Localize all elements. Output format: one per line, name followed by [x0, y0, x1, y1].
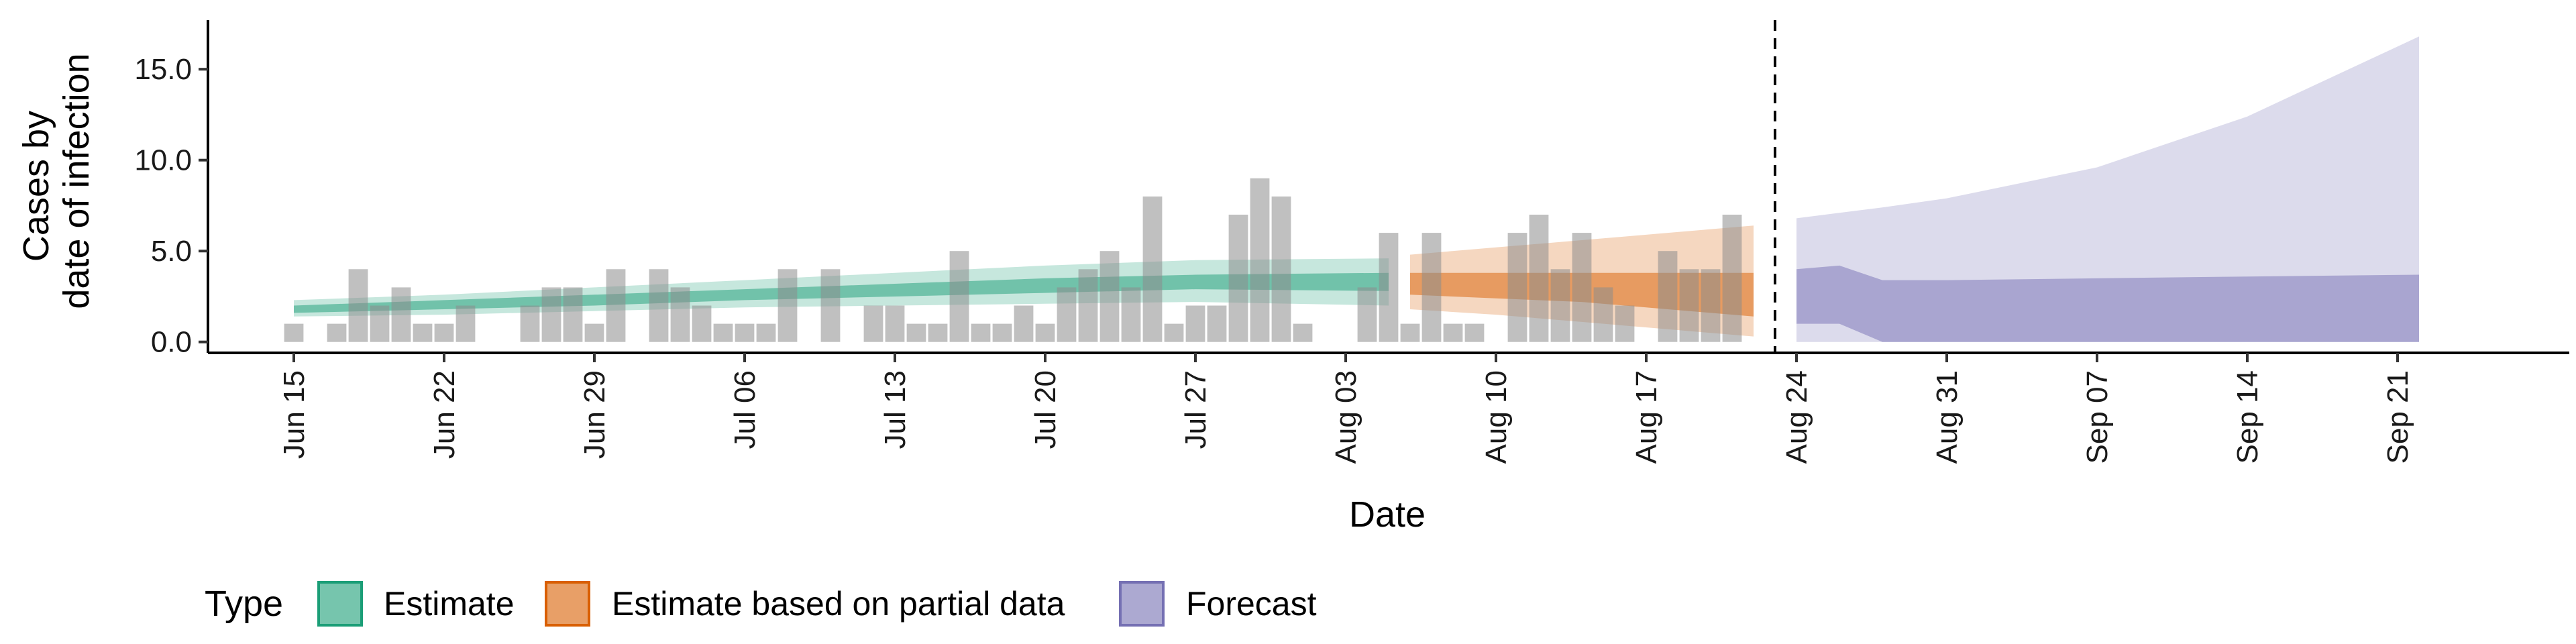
case-bar — [563, 287, 583, 342]
case-bar — [606, 269, 626, 342]
x-tick-label: Sep 14 — [2231, 370, 2264, 464]
x-tick-label: Jul 13 — [879, 370, 912, 449]
x-tick-label: Aug 10 — [1480, 370, 1513, 464]
legend: Type Estimate Estimate based on partial … — [205, 581, 1317, 627]
case-bar — [1379, 233, 1399, 342]
case-bar — [1164, 323, 1184, 342]
x-tick-label: Aug 31 — [1931, 370, 1964, 464]
case-bar — [541, 287, 561, 342]
case-bar — [327, 323, 347, 342]
case-bar — [1035, 323, 1055, 342]
case-bar — [1615, 305, 1635, 342]
y-tick-label: 5.0 — [151, 235, 192, 268]
x-tick-label: Jun 29 — [578, 370, 611, 459]
y-tick-label: 0.0 — [151, 326, 192, 359]
x-axis-title: Date — [1349, 494, 1426, 535]
case-bar — [820, 269, 841, 342]
band-outer-forecast — [1796, 36, 2419, 342]
legend-key-partial — [545, 581, 590, 627]
case-bar — [284, 323, 304, 342]
x-tick-label: Aug 17 — [1630, 370, 1663, 464]
case-bar — [1207, 305, 1227, 342]
case-bar — [713, 323, 733, 342]
case-bar — [1357, 287, 1377, 342]
case-bar — [1658, 251, 1678, 342]
case-bar — [1722, 215, 1742, 342]
case-bar — [434, 323, 454, 342]
y-axis-title-line-1: Cases by — [16, 111, 56, 262]
legend-title: Type — [205, 584, 283, 624]
case-bar — [1057, 287, 1077, 342]
case-bar — [1701, 269, 1721, 342]
case-bar — [885, 305, 905, 342]
case-bar — [1507, 233, 1527, 342]
axes — [207, 20, 2569, 354]
case-bar — [1593, 287, 1613, 342]
case-bar — [1293, 323, 1313, 342]
case-bar — [649, 269, 669, 342]
case-bar — [1250, 178, 1270, 342]
x-tick-label: Aug 03 — [1330, 370, 1362, 464]
x-tick-label: Aug 24 — [1780, 370, 1813, 464]
case-bar — [1443, 323, 1463, 342]
case-bar — [391, 287, 411, 342]
case-bar — [692, 305, 712, 342]
case-bar — [928, 323, 948, 342]
case-bar — [1271, 196, 1291, 342]
legend-key-forecast — [1119, 581, 1165, 627]
y-ticks: 0.0 5.0 10.0 15.0 — [134, 53, 208, 359]
case-bar — [906, 323, 926, 342]
case-bar — [670, 287, 690, 342]
case-bar — [1529, 215, 1549, 342]
case-bar — [1400, 323, 1420, 342]
x-tick-label: Jun 22 — [428, 370, 461, 459]
x-tick-label: Jul 20 — [1029, 370, 1062, 449]
reported-cases-bars — [284, 178, 1742, 342]
case-bar — [1099, 251, 1120, 342]
case-bar — [1679, 269, 1699, 342]
case-bar — [520, 305, 540, 342]
case-bar — [348, 269, 368, 342]
x-tick-label: Sep 07 — [2081, 370, 2114, 464]
case-bar — [413, 323, 433, 342]
case-bar — [455, 305, 476, 342]
case-bar — [863, 305, 883, 342]
legend-label-estimate: Estimate — [384, 585, 515, 623]
x-tick-label: Jul 27 — [1179, 370, 1212, 449]
case-bar — [949, 251, 969, 342]
case-bar — [1078, 269, 1098, 342]
legend-label-partial: Estimate based on partial data — [612, 585, 1065, 623]
case-bar — [971, 323, 991, 342]
x-ticks: Jun 15 Jun 22 Jun 29 Jul 06 Jul 13 Jul 20 Jul … — [278, 353, 2414, 464]
case-bar — [756, 323, 776, 342]
case-bar — [1142, 196, 1163, 342]
case-bar — [1014, 305, 1034, 342]
case-bar — [777, 269, 798, 342]
y-tick-label: 10.0 — [134, 144, 192, 177]
x-tick-label: Jun 15 — [278, 370, 311, 459]
legend-key-estimate — [317, 581, 363, 627]
case-bar — [1185, 305, 1205, 342]
x-tick-label: Sep 21 — [2381, 370, 2414, 464]
case-bar — [1572, 233, 1592, 342]
legend-label-forecast: Forecast — [1186, 585, 1317, 623]
case-bar — [1464, 323, 1485, 342]
case-bar — [1550, 269, 1570, 342]
x-tick-label: Jul 06 — [729, 370, 761, 449]
case-bar — [735, 323, 755, 342]
band-inner-forecast — [1796, 265, 2419, 342]
y-axis-title: Cases by date of infection — [16, 53, 97, 309]
case-bar — [1228, 215, 1248, 342]
case-bar — [1121, 287, 1141, 342]
case-bar — [992, 323, 1012, 342]
case-bar — [584, 323, 604, 342]
case-bar — [370, 305, 390, 342]
case-bar — [1421, 233, 1442, 342]
y-tick-label: 15.0 — [134, 53, 192, 86]
y-axis-title-line-2: date of infection — [56, 53, 97, 309]
